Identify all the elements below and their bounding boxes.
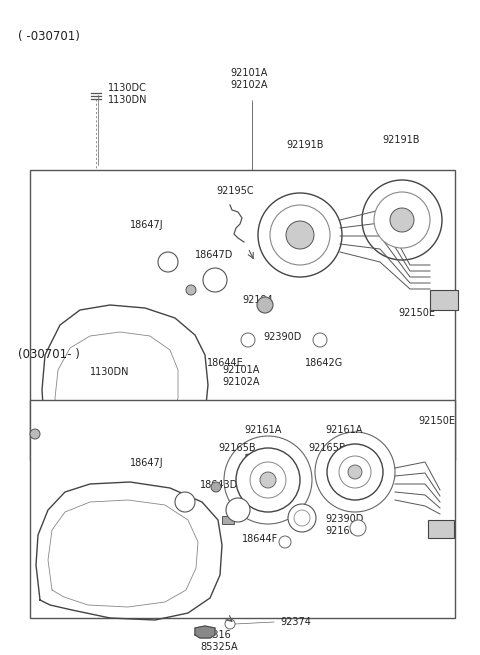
Circle shape	[203, 268, 227, 292]
Text: 92161A: 92161A	[244, 425, 281, 435]
Text: 18647J: 18647J	[130, 220, 164, 230]
Circle shape	[315, 432, 395, 512]
Text: 92374: 92374	[280, 617, 311, 627]
Bar	[30, 400, 455, 618]
Text: 18647J: 18647J	[130, 458, 164, 468]
Circle shape	[250, 462, 286, 498]
Circle shape	[348, 465, 362, 479]
Text: 18644F: 18644F	[242, 534, 278, 544]
Circle shape	[30, 429, 40, 439]
Circle shape	[225, 619, 235, 629]
Text: ( -030701): ( -030701)	[18, 30, 80, 43]
Text: 92195C: 92195C	[216, 186, 253, 196]
Text: 85316
85325A: 85316 85325A	[200, 630, 238, 652]
Text: 92165B: 92165B	[218, 443, 256, 453]
Circle shape	[288, 504, 316, 532]
Circle shape	[224, 436, 312, 524]
Polygon shape	[42, 305, 208, 455]
Circle shape	[175, 492, 195, 512]
Text: 92101A
92102A: 92101A 92102A	[222, 365, 260, 387]
Text: 92390D
92160E: 92390D 92160E	[325, 514, 363, 536]
Text: 18642G: 18642G	[305, 358, 343, 368]
Circle shape	[362, 180, 442, 260]
Text: 92194: 92194	[242, 295, 273, 305]
Polygon shape	[36, 482, 222, 620]
Text: 92150E: 92150E	[398, 308, 435, 318]
Text: 1130DC
1130DN: 1130DC 1130DN	[108, 83, 147, 105]
Text: 92191B: 92191B	[286, 140, 324, 150]
Circle shape	[241, 333, 255, 347]
Circle shape	[236, 448, 300, 512]
Circle shape	[286, 221, 314, 249]
Circle shape	[294, 510, 310, 526]
Circle shape	[257, 297, 273, 313]
Bar	[430, 290, 458, 310]
Text: (030701- ): (030701- )	[18, 348, 80, 361]
Text: 92165B: 92165B	[308, 443, 346, 453]
Text: 18647D: 18647D	[195, 250, 233, 260]
Circle shape	[390, 208, 414, 232]
Circle shape	[258, 193, 342, 277]
Text: 92191B: 92191B	[382, 135, 420, 145]
Circle shape	[226, 498, 250, 522]
Text: 18643D: 18643D	[200, 480, 238, 490]
Bar	[428, 520, 454, 538]
Polygon shape	[195, 626, 215, 638]
Circle shape	[211, 482, 221, 492]
Text: 92390D: 92390D	[263, 332, 301, 342]
Text: 18647D: 18647D	[254, 496, 292, 506]
Text: 92161A: 92161A	[325, 425, 362, 435]
Circle shape	[279, 536, 291, 548]
Circle shape	[260, 472, 276, 488]
Bar	[222, 516, 234, 524]
Text: 92150E: 92150E	[418, 416, 455, 426]
Circle shape	[242, 462, 254, 474]
Circle shape	[158, 252, 178, 272]
Circle shape	[270, 205, 330, 265]
Text: 92101A
92102A: 92101A 92102A	[230, 68, 267, 90]
Circle shape	[339, 456, 371, 488]
Text: 92374: 92374	[316, 463, 347, 473]
Circle shape	[186, 285, 196, 295]
Bar	[30, 170, 455, 460]
Circle shape	[350, 520, 366, 536]
Circle shape	[327, 444, 383, 500]
FancyArrow shape	[246, 453, 253, 458]
Circle shape	[374, 192, 430, 248]
Text: 1130DN: 1130DN	[90, 367, 130, 377]
Circle shape	[313, 333, 327, 347]
Text: 18644E: 18644E	[207, 358, 244, 368]
